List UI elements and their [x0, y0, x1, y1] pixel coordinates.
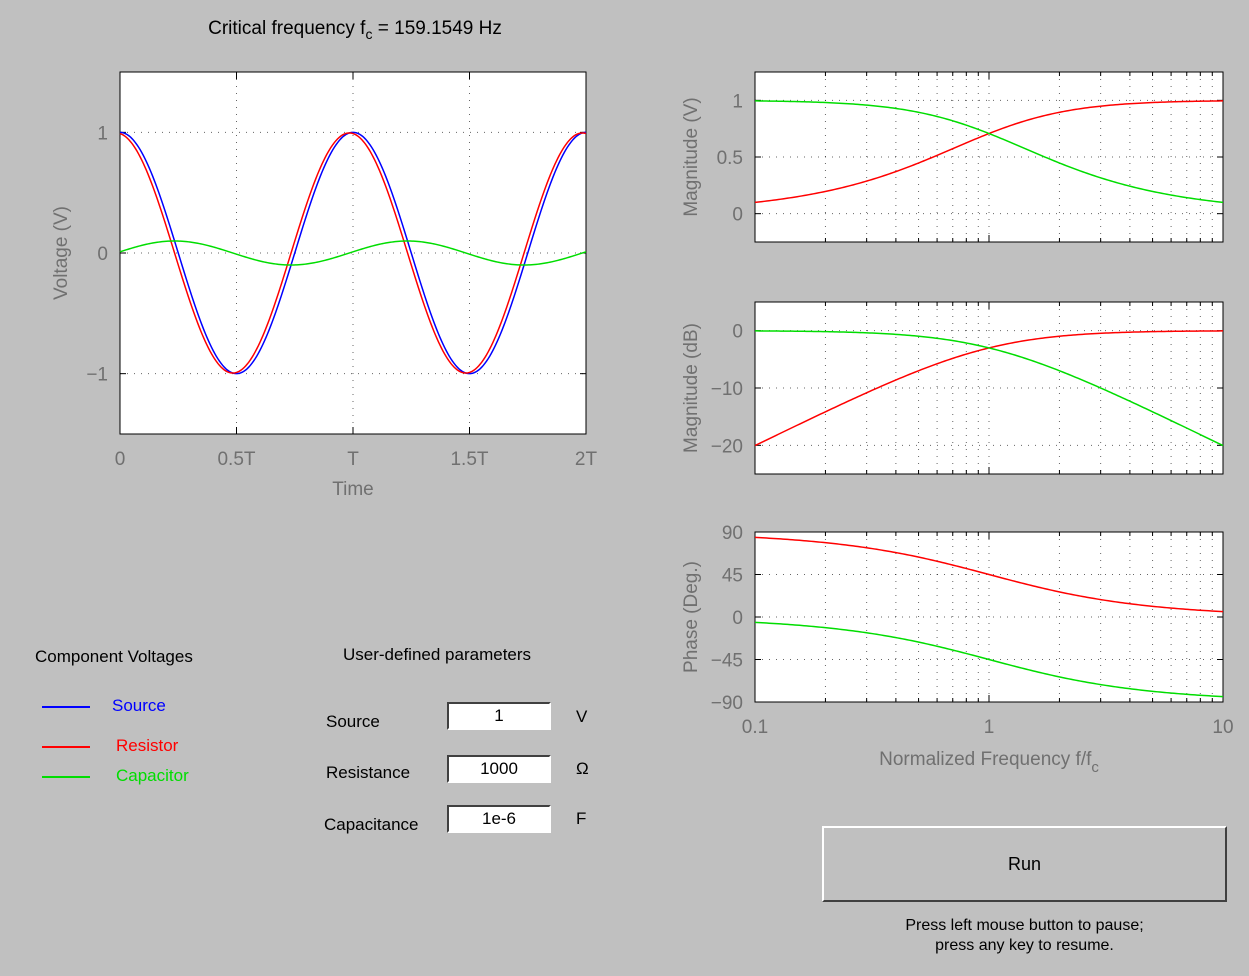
- y-tick-label: −20: [711, 436, 743, 457]
- y-tick-label: −90: [711, 693, 743, 714]
- x-tick-label: 0.1: [742, 717, 768, 738]
- y-tick-label: 0: [732, 608, 743, 629]
- x-axis-label: Normalized Frequency f/fc: [879, 749, 1099, 776]
- chart-1: 0 0.5 1 Magnitude (V): [681, 71, 1224, 243]
- y-axis-label: Voltage (V): [51, 206, 72, 300]
- series-capacitor: [119, 240, 587, 266]
- plot-area: [119, 71, 587, 435]
- y-tick-label: 90: [722, 523, 743, 544]
- legend-label-resistor: Resistor: [116, 736, 179, 755]
- series-resistor: [119, 132, 587, 374]
- plot-title: Critical frequency fc = 159.1549 Hz: [0, 18, 710, 42]
- y-axis-label: Magnitude (V): [681, 97, 702, 216]
- hint-text: Press left mouse button to pause; press …: [822, 916, 1227, 956]
- x-tick-label: 1: [984, 717, 995, 738]
- y-axis-label: Magnitude (dB): [681, 323, 702, 453]
- legend-title: Component Voltages: [35, 647, 193, 666]
- y-tick-label: −10: [711, 379, 743, 400]
- run-button[interactable]: Run: [822, 826, 1227, 902]
- title-subscript: c: [365, 25, 373, 42]
- x-tick-label: 10: [1212, 717, 1233, 738]
- x-axis-label: Time: [332, 479, 374, 500]
- y-tick-label: −45: [711, 651, 743, 672]
- param-label-source: Source: [326, 712, 380, 731]
- y-tick-label: 0: [732, 322, 743, 343]
- y-tick-label: −1: [86, 365, 108, 386]
- x-tick-label: 1.5T: [450, 449, 488, 470]
- title-prefix: Critical frequency f: [208, 18, 366, 39]
- x-tick-label: T: [347, 449, 359, 470]
- param-label-capacitance: Capacitance: [324, 815, 419, 834]
- y-tick-label: 1: [732, 91, 743, 112]
- series-source: [119, 131, 587, 375]
- hint-line-2: press any key to resume.: [935, 937, 1114, 954]
- source-voltage-input[interactable]: [447, 702, 551, 730]
- series-resistor: [754, 536, 1224, 613]
- x-tick-label: 0: [115, 449, 126, 470]
- chart-2: −20 −10 0 Magnitude (dB): [681, 301, 1224, 475]
- x-tick-label: 2T: [575, 449, 598, 470]
- title-suffix: = 159.1549 Hz: [372, 18, 502, 39]
- legend-line-resistor: [42, 746, 90, 748]
- x-tick-label: 0.5T: [217, 449, 255, 470]
- y-tick-label: 45: [722, 566, 743, 587]
- y-tick-label: 0: [732, 205, 743, 226]
- legend-line-source: [42, 706, 90, 708]
- legend-label-capacitor: Capacitor: [116, 766, 189, 785]
- x-axis-label-subscript: c: [1091, 759, 1099, 776]
- param-label-resistance: Resistance: [326, 763, 411, 782]
- legend-line-capacitor: [42, 776, 90, 778]
- param-unit-capacitance: F: [576, 809, 587, 828]
- legend-label-source: Source: [112, 696, 166, 715]
- capacitance-input[interactable]: [447, 805, 551, 833]
- y-axis-label: Phase (Deg.): [681, 561, 702, 673]
- y-tick-label: 0: [97, 244, 108, 265]
- series-capacitor: [754, 330, 1224, 447]
- param-unit-resistance: Ω: [576, 759, 589, 778]
- chart-3: −90 −45 0 45 90 0.1 1 10 Phase (Deg.) Normalized …: [681, 523, 1234, 776]
- param-unit-source: V: [576, 707, 588, 726]
- series-capacitor: [754, 621, 1224, 698]
- series-capacitor: [754, 100, 1224, 204]
- y-tick-label: 1: [97, 123, 108, 144]
- y-tick-label: 0.5: [717, 148, 743, 169]
- resistance-input[interactable]: [447, 755, 551, 783]
- params-title: User-defined parameters: [343, 645, 532, 664]
- hint-line-1: Press left mouse button to pause;: [905, 917, 1144, 934]
- chart-0: −1 0 1 0 0.5T T 1.5T 2T Voltage (V) Time: [51, 71, 598, 500]
